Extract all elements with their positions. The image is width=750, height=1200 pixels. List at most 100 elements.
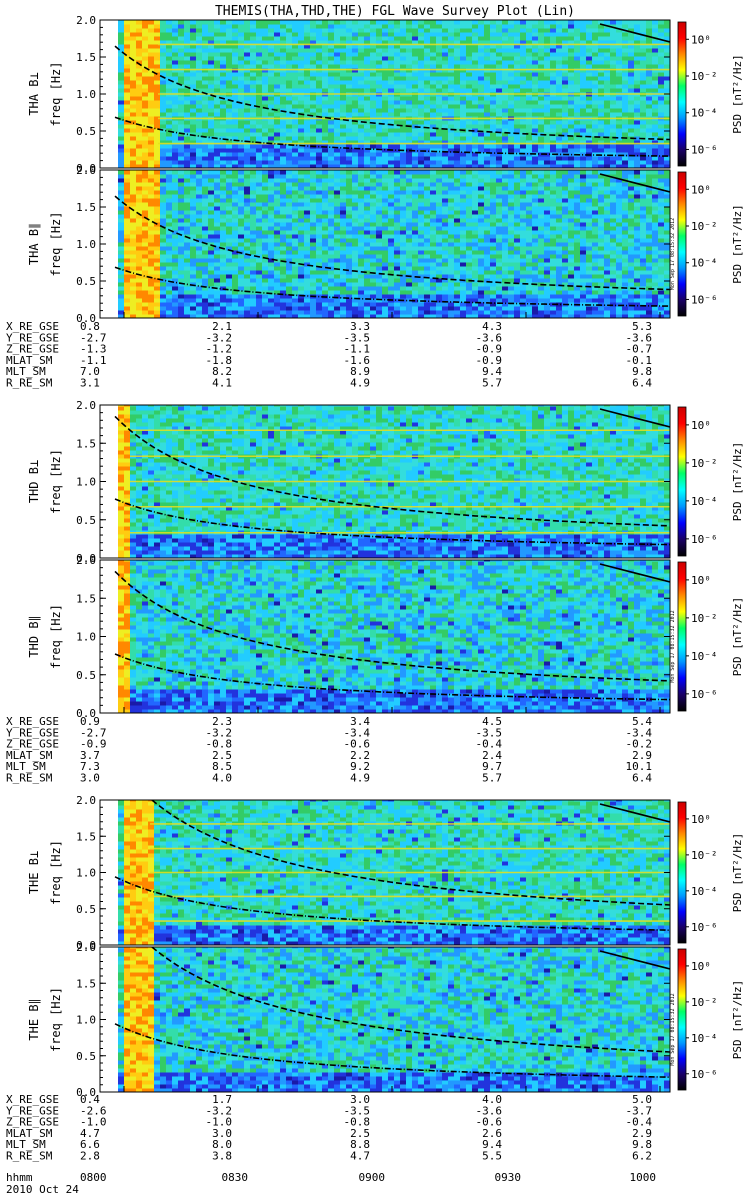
y-tick-label: 1.5 [76, 437, 96, 450]
ephemeris-value: -3.6 [476, 331, 503, 344]
ephemeris-value: 6.2 [632, 1150, 652, 1163]
colorbar-tick-label: 10⁰ [691, 960, 711, 973]
ephemeris-value: -3.4 [344, 726, 371, 739]
colorbar-label: PSD [nT²/Hz] [731, 597, 744, 676]
proton-gyrofrequency-line [114, 498, 670, 546]
ephemeris-value: 6.4 [632, 772, 652, 785]
y-tick-label: 2.0 [76, 399, 96, 412]
upper-curve [599, 803, 670, 823]
y-tick-label: 1.5 [76, 830, 96, 843]
upper-curve [599, 173, 670, 193]
panel-5: 0.0 0.5 1.0 1.5 2.0 THE B⊥ freq [Hz] 10⁰ 10⁻² 10⁻… [27, 794, 744, 952]
y-tick-label: 1.5 [76, 592, 96, 605]
ephemeris-group: X_RE_GSE 0.8 2.1 3.3 4.3 5.3Y_RE_GSE -2.7 -3.2-… [6, 320, 652, 1163]
panel-ylabel: THA B⊥ [27, 72, 41, 115]
ephemeris-value: 9.8 [632, 1138, 652, 1151]
proton-gyrofrequency-line [114, 266, 670, 307]
ephemeris-value: 3.1 [80, 377, 100, 390]
y-tick-label: 0.0 [76, 552, 96, 565]
colorbar [677, 21, 687, 167]
ephemeris-value: 3.7 [80, 749, 100, 762]
ephemeris-value: 2.9 [632, 749, 652, 762]
ephemeris-value: -0.4 [476, 738, 503, 751]
y-tick-label: 0.5 [76, 1050, 96, 1063]
colorbar-tick-label: 10⁻⁶ [691, 688, 718, 701]
colorbar-tick-label: 10⁻² [691, 220, 718, 233]
y-tick-label: 0.0 [76, 939, 96, 952]
ephemeris-label: R_RE_SM [6, 1150, 53, 1163]
ephemeris-value: -3.4 [626, 726, 653, 739]
proton-gyrofrequency-line [114, 1023, 670, 1078]
spectrogram-heatmap [118, 947, 670, 1092]
gyrofrequency-curves [114, 23, 670, 157]
colorbar-tick-label: 10⁻⁴ [691, 495, 718, 508]
ephemeris-value: 9.2 [350, 760, 370, 773]
y-tick-label: 2.0 [76, 554, 96, 567]
ephemeris-value: 3.0 [212, 1127, 232, 1140]
colorbar-label: PSD [nT²/Hz] [731, 204, 744, 283]
ephemeris-value: -0.8 [344, 1116, 371, 1129]
date-stamp: Mon Sep 17 08:15:32 2012 [670, 610, 676, 682]
ephemeris-value: 0.8 [80, 320, 100, 333]
harmonic-gyrofrequency-line [114, 570, 670, 682]
colorbar-tick-label: 10⁻⁴ [691, 107, 718, 120]
ephemeris-value: 5.4 [632, 715, 652, 728]
ephemeris-value: -2.7 [80, 331, 107, 344]
colorbar [677, 561, 687, 712]
colorbar-tick-label: 10⁻² [691, 612, 718, 625]
ephemeris-value: -3.5 [476, 726, 503, 739]
colorbar-tick-label: 10⁰ [691, 419, 711, 432]
ephemeris-value: -0.2 [626, 738, 653, 751]
ephemeris-value: 0.4 [80, 1093, 100, 1106]
ephemeris-value: 2.9 [632, 1127, 652, 1140]
gyrofrequency-curves [114, 563, 670, 701]
ephemeris-value: 4.9 [350, 772, 370, 785]
ephemeris-thd: X_RE_GSE 0.9 2.3 3.4 4.5 5.4Y_RE_GSE -2.7 -3.2-… [6, 715, 652, 785]
ephemeris-label: Y_RE_GSE [6, 1104, 59, 1117]
y-tick-label: 1.0 [76, 476, 96, 489]
ephemeris-value: -3.5 [344, 1104, 371, 1117]
ephemeris-value: 6.6 [80, 1138, 100, 1151]
ephemeris-value: 4.7 [350, 1150, 370, 1163]
ephemeris-label: Y_RE_GSE [6, 726, 59, 739]
ephemeris-label: Z_RE_GSE [6, 738, 59, 751]
y-tick-label: 0.0 [76, 1086, 96, 1099]
colorbar-tick-label: 10⁻² [691, 70, 718, 83]
ephemeris-value: -3.2 [206, 1104, 233, 1117]
ephemeris-value: 2.5 [212, 749, 232, 762]
ephemeris-value: -1.2 [206, 343, 233, 356]
ephemeris-tha: X_RE_GSE 0.8 2.1 3.3 4.3 5.3Y_RE_GSE -2.7 -3.2-… [6, 320, 652, 390]
ephemeris-value: 4.1 [212, 377, 232, 390]
ephemeris-label: Y_RE_GSE [6, 331, 59, 344]
colorbar-tick-label: 10⁻⁶ [691, 293, 718, 306]
spectrogram-heatmap [118, 560, 670, 713]
date-label: 2010 Oct 24 [6, 1183, 79, 1196]
ephemeris-value: -0.8 [206, 738, 233, 751]
spectrogram-heatmap [118, 800, 670, 945]
spectrogram-heatmap [118, 170, 670, 318]
ephemeris-value: -3.5 [344, 331, 371, 344]
panel-ylabel: THD B∥ [27, 615, 41, 657]
upper-curve [599, 408, 670, 428]
x-tick-label: 1000 [630, 1171, 657, 1184]
colorbar-tick-label: 10⁻⁴ [691, 257, 718, 270]
ephemeris-value: 2.1 [212, 320, 232, 333]
colorbar [677, 406, 687, 557]
ephemeris-value: 3.0 [350, 1093, 370, 1106]
colorbar-label: PSD [nT²/Hz] [731, 980, 744, 1059]
ephemeris-label: X_RE_GSE [6, 320, 59, 333]
ephemeris-label: X_RE_GSE [6, 715, 59, 728]
ephemeris-value: -0.6 [476, 1116, 503, 1129]
ephemeris-value: -1.1 [80, 354, 107, 367]
ephemeris-value: 2.3 [212, 715, 232, 728]
y-tick-label: 2.0 [76, 941, 96, 954]
panel-yunit: freq [Hz] [49, 211, 63, 276]
proton-gyrofrequency-line [114, 876, 670, 931]
colorbar-tick-label: 10⁻² [691, 996, 718, 1009]
colorbar [677, 801, 687, 944]
colorbar-tick-label: 10⁻⁴ [691, 1032, 718, 1045]
colorbar-label: PSD [nT²/Hz] [731, 442, 744, 521]
colorbar-tick-label: 10⁻⁶ [691, 921, 718, 934]
ephemeris-value: -2.7 [80, 726, 107, 739]
ephemeris-value: 3.3 [350, 320, 370, 333]
